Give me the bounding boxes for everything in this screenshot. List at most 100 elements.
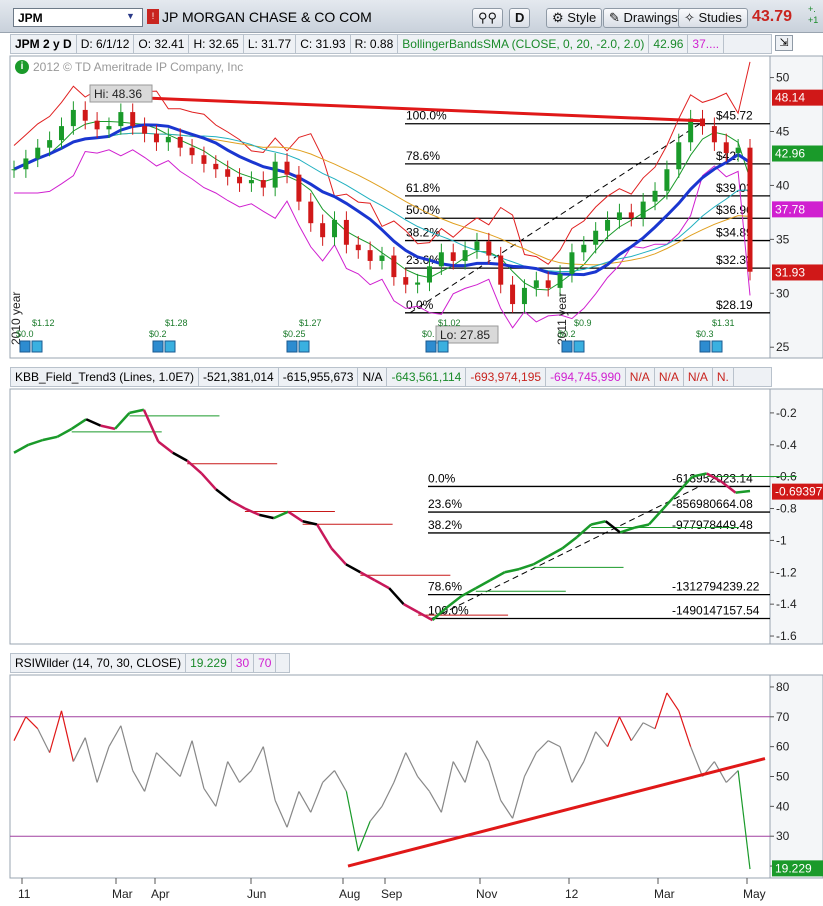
rsi-segment <box>357 821 371 852</box>
rsi-oversold: 30 <box>232 654 255 672</box>
candle-body <box>82 109 88 121</box>
studies-button[interactable]: ✧ Studies <box>678 8 748 28</box>
low-label: Lo: 27.85 <box>440 328 490 342</box>
style-button[interactable]: ⚙ Style <box>546 8 603 28</box>
year-label: 2011 year <box>555 293 569 345</box>
rsi-segment <box>333 770 347 792</box>
rsi-segment <box>464 740 478 783</box>
y-tick-label: 50 <box>776 770 790 784</box>
candle-body <box>260 180 266 188</box>
candle-body <box>106 126 112 130</box>
symbol-dropdown-icon[interactable]: ▼ <box>126 11 135 21</box>
trend-panel[interactable]: -1.6-1.4-1.2-1-0.8-0.6-0.4-0.20.0% -61395… <box>9 388 823 645</box>
trend-segment <box>42 435 58 442</box>
rsi-segment <box>666 692 680 712</box>
candle-body <box>308 201 314 224</box>
resistance-line <box>94 94 701 123</box>
fib-pct-label: 23.6% <box>406 253 440 267</box>
panel-settings-icon[interactable]: ⇲ <box>775 35 793 51</box>
trend-segment <box>13 443 30 454</box>
candle-body <box>593 230 599 245</box>
style-label: Style <box>567 10 597 25</box>
rsi-segment <box>523 752 537 777</box>
candle-body <box>711 126 717 143</box>
rsi-segment <box>203 788 217 807</box>
candle-body <box>652 190 658 202</box>
fib-price-label: $36.96 <box>716 203 753 217</box>
rsi-segment <box>286 791 300 828</box>
dividend-label: $1.12 <box>32 318 55 328</box>
x-tick-label: 12 <box>565 887 579 901</box>
drawings-button[interactable]: ✎ Drawings <box>603 8 684 28</box>
rsi-segment <box>274 800 288 828</box>
rsi-segment <box>488 761 502 801</box>
trend-segment <box>388 587 405 605</box>
style-icon: ⚙ <box>552 10 568 25</box>
trend-v5: -693,974,195 <box>466 368 547 386</box>
candle-body <box>438 252 444 267</box>
dividend-icon <box>298 340 310 353</box>
x-tick-label: Mar <box>654 887 675 901</box>
trend-segment <box>475 579 491 590</box>
info-icon[interactable]: i <box>15 60 29 74</box>
trend-v10: N. <box>713 368 734 386</box>
trend-v7: N/A <box>626 368 655 386</box>
candle-body <box>189 147 195 156</box>
candle-body <box>403 277 409 285</box>
trend-segment <box>460 587 477 598</box>
rsi-segment <box>179 740 193 777</box>
rsi-segment <box>345 791 359 852</box>
rsi-segment <box>452 761 466 783</box>
trend-v2: -615,955,673 <box>279 368 359 386</box>
low-label-box <box>435 325 499 344</box>
rsi-study[interactable]: RSIWilder (14, 70, 30, CLOSE) <box>11 654 187 672</box>
trend-study[interactable]: KBB_Field_Trend3 (Lines, 1.0E7) <box>11 368 199 386</box>
d-button[interactable]: D <box>509 8 531 28</box>
trend-segment <box>85 418 102 427</box>
symbol-input[interactable] <box>13 8 143 27</box>
candle-body <box>415 282 421 285</box>
price-header: JPM 2 y D D: 6/1/12 O: 32.41 H: 32.65 L:… <box>10 34 772 54</box>
y-tick-label: 70 <box>776 710 790 724</box>
trend-segment <box>330 547 347 566</box>
trend-segment <box>345 563 361 574</box>
candle-body <box>165 136 171 143</box>
bar-high: H: 32.65 <box>189 35 244 53</box>
rsi-segment <box>476 740 490 762</box>
candle-body <box>747 147 753 272</box>
y-tick-label: -0.8 <box>776 502 797 516</box>
axis-badge <box>772 860 823 877</box>
candle-body <box>118 112 124 127</box>
dividend-icon <box>437 340 449 353</box>
trend-fib-pct: 38.2% <box>428 518 462 532</box>
rsi-segment <box>440 761 454 813</box>
candle-body <box>664 169 670 191</box>
x-tick-label: Jun <box>247 887 266 901</box>
candle-body <box>486 241 492 256</box>
y-tick-label: 60 <box>776 740 790 754</box>
y-tick-label: 50 <box>776 71 790 85</box>
rsi-segment <box>535 740 549 754</box>
rsi-segment <box>13 716 27 741</box>
bollinger-study[interactable]: BollingerBandsSMA (CLOSE, 0, 20, -2.0, 2… <box>398 35 650 53</box>
rsi-segment <box>191 740 205 789</box>
bar-close: C: 31.93 <box>296 35 351 53</box>
trend-fib-value: -613952023.14 <box>672 471 753 485</box>
fib-pct-label: 38.2% <box>406 226 440 240</box>
sma-150 <box>13 132 751 273</box>
candle-body <box>735 147 741 154</box>
trend-segment <box>302 520 318 526</box>
earnings-icon <box>425 340 437 353</box>
symbol-period[interactable]: JPM 2 y D <box>11 35 77 53</box>
trend-fib-value: -1312794239.22 <box>672 580 760 594</box>
rsi-panel[interactable]: 2030405060708019.229 <box>9 674 823 879</box>
candle-body <box>700 118 706 127</box>
trend-segment <box>172 451 188 462</box>
trend-segment <box>374 579 390 590</box>
change-bottom: +1 <box>808 15 819 25</box>
link-icon[interactable]: ⚲⚲ <box>472 8 504 28</box>
alert-flag-icon[interactable]: ! <box>147 9 159 24</box>
rsi-segment <box>678 710 692 747</box>
